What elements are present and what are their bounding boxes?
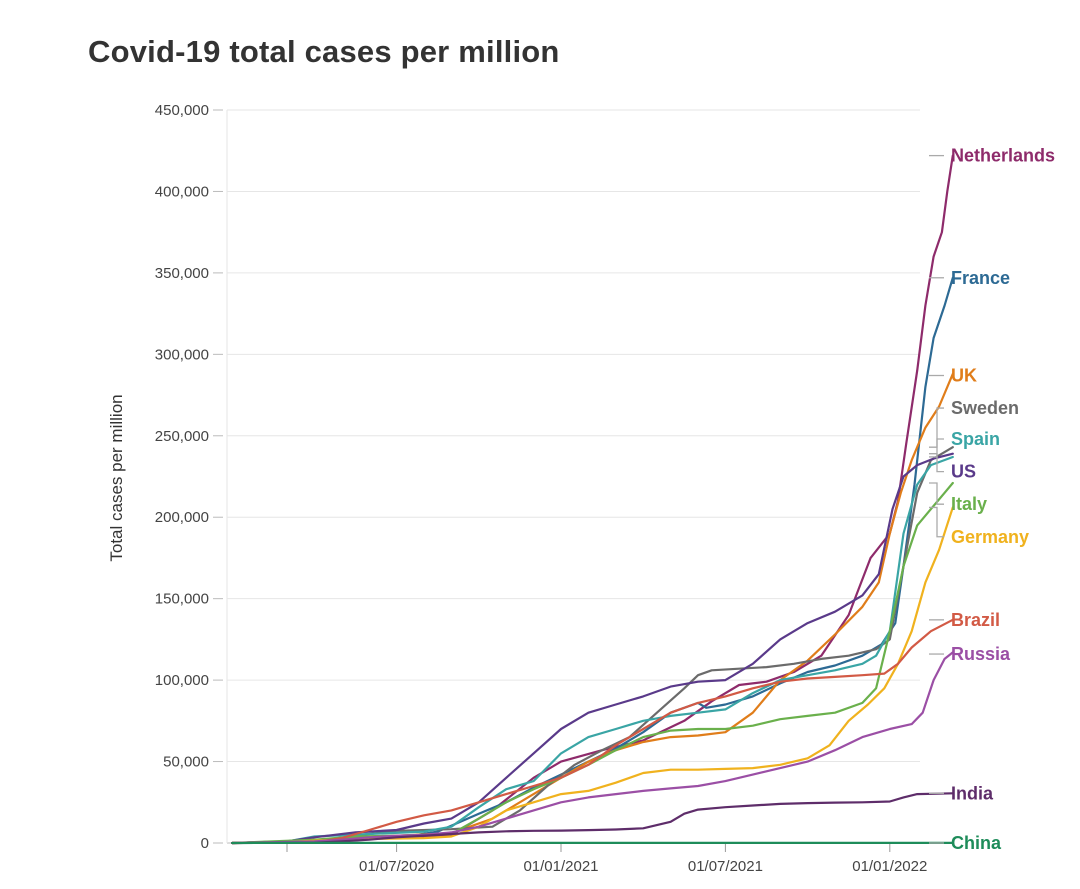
series-line-sweden bbox=[231, 446, 954, 845]
series-line-us bbox=[231, 452, 954, 845]
y-tick-label: 250,000 bbox=[155, 428, 209, 445]
series-label-uk: UK bbox=[951, 366, 977, 386]
y-tick-label: 450,000 bbox=[155, 102, 209, 119]
series-line-germany bbox=[231, 506, 954, 845]
y-tick-label: 350,000 bbox=[155, 265, 209, 282]
series-label-india: India bbox=[951, 783, 994, 803]
label-connector bbox=[929, 482, 944, 505]
series-line-india bbox=[231, 792, 954, 845]
y-tick-label: 100,000 bbox=[155, 672, 209, 689]
label-connector bbox=[929, 407, 944, 448]
x-tick-label: 01/01/2022 bbox=[852, 858, 927, 875]
series-line-france bbox=[231, 276, 954, 845]
series-label-china: China bbox=[951, 833, 1002, 853]
series-line-russia bbox=[231, 651, 954, 845]
axis-layer: 0 50,000 100,000 150,000 200,000 250,000 300,0… bbox=[155, 102, 928, 875]
series-line-italy bbox=[231, 481, 954, 845]
series-label-us: US bbox=[951, 462, 976, 482]
y-tick-label: 400,000 bbox=[155, 183, 209, 200]
series-label-sweden: Sweden bbox=[951, 398, 1019, 418]
series-label-spain: Spain bbox=[951, 429, 1000, 449]
y-axis-label: Total cases per million bbox=[107, 394, 126, 561]
series-label-germany: Germany bbox=[951, 527, 1029, 547]
y-tick-label: 0 bbox=[201, 835, 209, 852]
series-label-brazil: Brazil bbox=[951, 610, 1000, 630]
series-line-spain bbox=[231, 455, 954, 845]
x-tick-label: 01/01/2021 bbox=[523, 858, 598, 875]
series-line-uk bbox=[231, 372, 954, 845]
legend-label-layer: Netherlands France UK Sweden Spain US Italy Ger… bbox=[929, 146, 1055, 853]
x-tick-label: 01/07/2021 bbox=[688, 858, 763, 875]
series-label-netherlands: Netherlands bbox=[951, 146, 1055, 166]
series-line-netherlands bbox=[231, 154, 954, 845]
series-line-brazil bbox=[231, 618, 954, 845]
y-tick-label: 50,000 bbox=[163, 754, 209, 771]
series-label-france: France bbox=[951, 268, 1010, 288]
y-tick-label: 150,000 bbox=[155, 591, 209, 608]
series-label-russia: Russia bbox=[951, 644, 1011, 664]
label-connector bbox=[929, 453, 944, 473]
chart-title: Covid-19 total cases per million bbox=[88, 34, 560, 69]
series-label-italy: Italy bbox=[951, 494, 987, 514]
y-tick-label: 200,000 bbox=[155, 509, 209, 526]
label-connector bbox=[929, 506, 944, 538]
grid-layer bbox=[226, 109, 920, 844]
y-tick-label: 300,000 bbox=[155, 346, 209, 363]
label-connector bbox=[929, 438, 944, 458]
series-layer bbox=[231, 154, 954, 845]
x-tick-label: 01/07/2020 bbox=[359, 858, 434, 875]
